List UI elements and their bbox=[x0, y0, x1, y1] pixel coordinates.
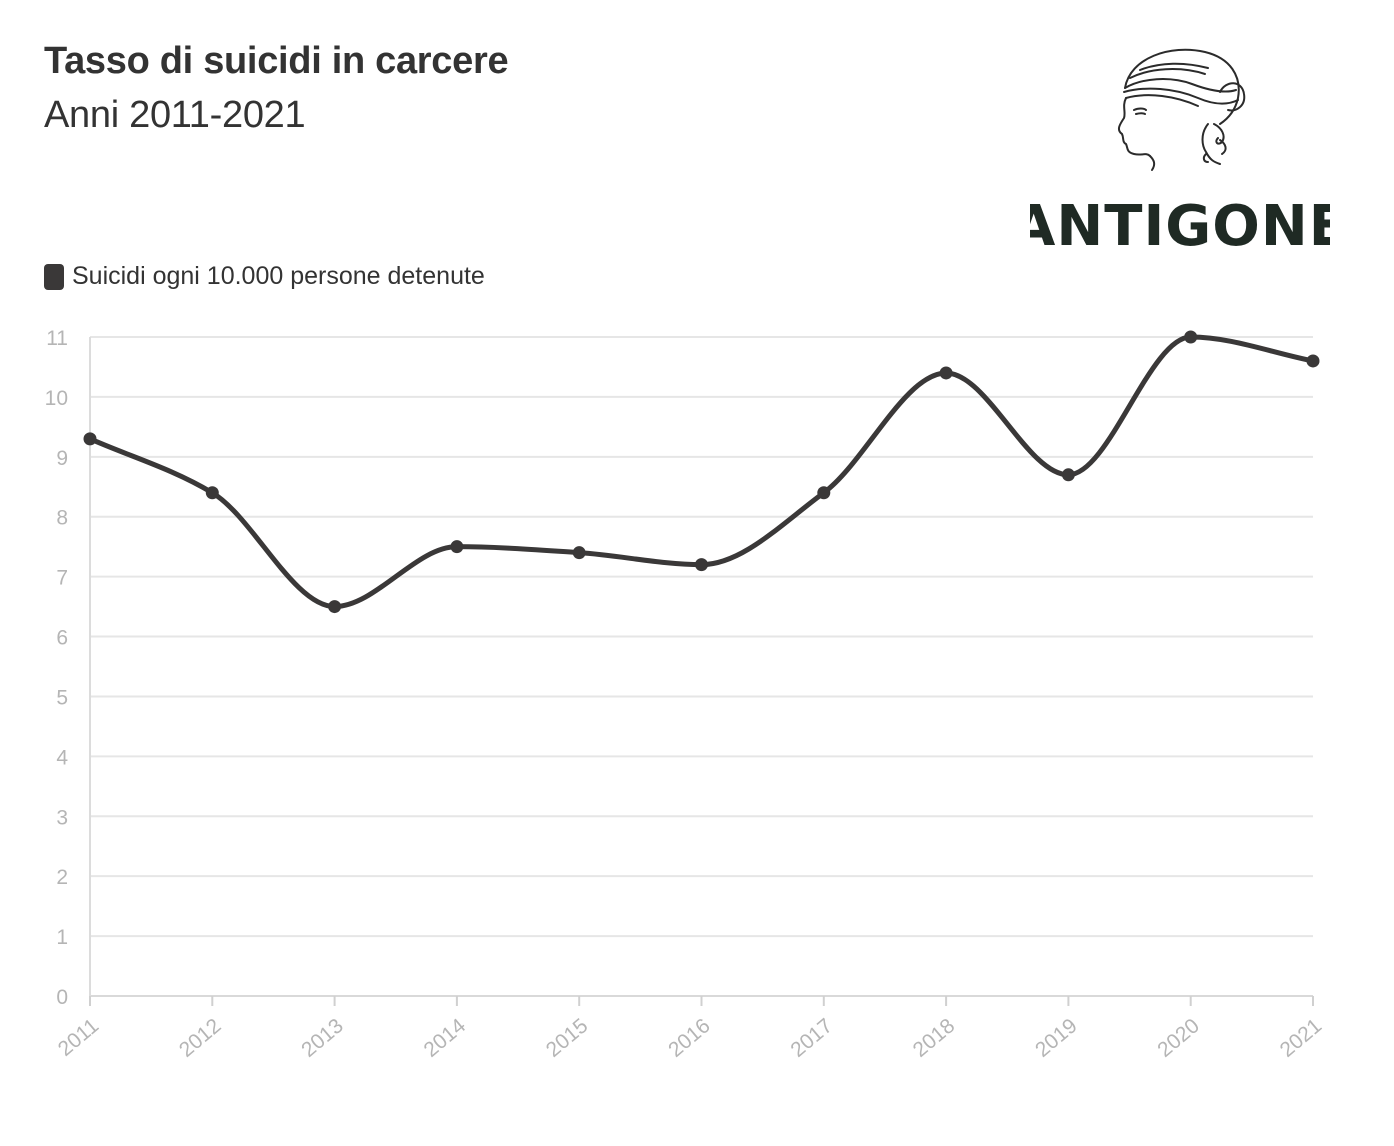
data-point bbox=[1306, 354, 1320, 368]
y-tick-label: 6 bbox=[56, 627, 68, 650]
x-tick-label: 2012 bbox=[175, 1014, 226, 1062]
y-tick-label: 5 bbox=[56, 686, 68, 709]
logo-wordmark: ANTIGONE bbox=[1030, 194, 1330, 259]
y-tick-label: 2 bbox=[56, 866, 68, 889]
series-line bbox=[87, 334, 1316, 610]
data-point bbox=[939, 366, 953, 380]
chart-title: Tasso di suicidi in carcere bbox=[44, 40, 509, 82]
x-tick-label: 2020 bbox=[1153, 1014, 1204, 1062]
y-tick-label: 10 bbox=[45, 387, 68, 410]
data-point bbox=[328, 600, 342, 614]
x-tick-label: 2018 bbox=[909, 1014, 960, 1062]
y-tick-label: 3 bbox=[56, 806, 68, 829]
data-point bbox=[572, 546, 586, 560]
x-tick-label: 2013 bbox=[297, 1014, 348, 1062]
x-tick-label: 2011 bbox=[54, 1014, 103, 1061]
y-tick-label: 1 bbox=[56, 926, 68, 949]
x-tick-label: 2016 bbox=[664, 1014, 715, 1062]
data-point bbox=[450, 540, 464, 554]
x-tick-label: 2014 bbox=[420, 1014, 471, 1062]
y-tick-label: 9 bbox=[56, 447, 68, 470]
y-tick-label: 0 bbox=[56, 986, 68, 1009]
antigone-logo: ANTIGONE bbox=[1030, 40, 1330, 260]
x-tick-label: 2017 bbox=[786, 1014, 837, 1062]
chart-subtitle: Anni 2011-2021 bbox=[44, 94, 306, 136]
data-point bbox=[205, 486, 219, 500]
y-tick-label: 7 bbox=[56, 567, 68, 590]
legend-swatch bbox=[44, 263, 64, 290]
y-tick-label: 4 bbox=[56, 746, 68, 769]
legend: Suicidi ogni 10.000 persone detenute bbox=[44, 262, 485, 291]
data-point bbox=[83, 432, 97, 446]
x-tick-label: 2019 bbox=[1031, 1014, 1082, 1062]
legend-label: Suicidi ogni 10.000 persone detenute bbox=[72, 262, 485, 290]
data-point bbox=[817, 486, 831, 500]
data-point bbox=[1061, 468, 1075, 482]
x-tick-label: 2021 bbox=[1276, 1014, 1327, 1062]
x-tick-label: 2015 bbox=[542, 1014, 593, 1062]
antigone-head-icon: ANTIGONE bbox=[1030, 48, 1330, 259]
data-point bbox=[1184, 330, 1198, 344]
y-tick-label: 11 bbox=[46, 327, 68, 350]
y-tick-label: 8 bbox=[56, 507, 68, 530]
data-point bbox=[695, 558, 708, 572]
